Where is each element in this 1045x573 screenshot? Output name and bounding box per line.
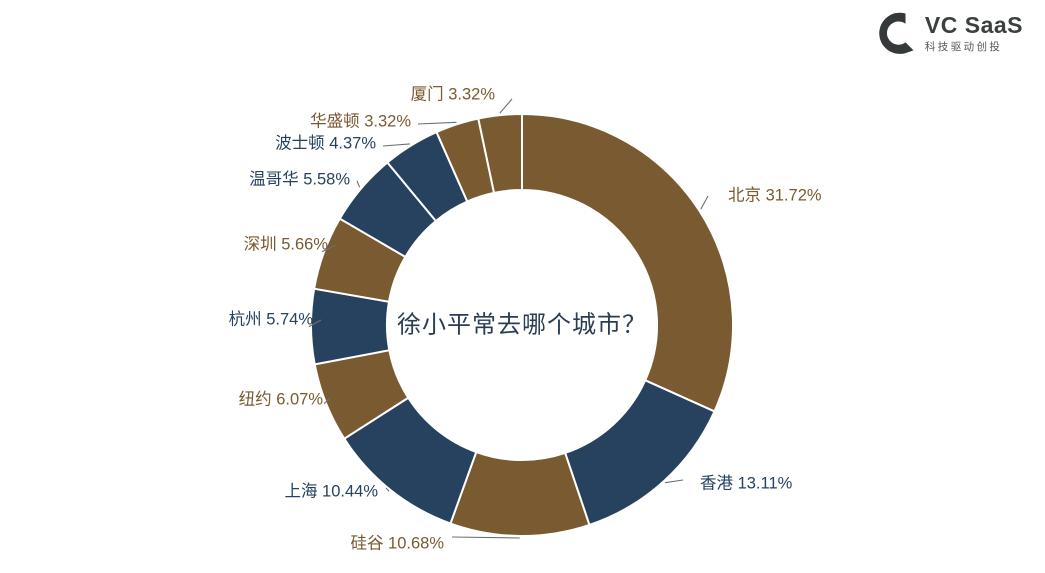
slice-label: 香港 13.11% bbox=[700, 473, 793, 492]
slice-label: 杭州 5.74% bbox=[229, 309, 314, 328]
slice-label: 厦门 3.32% bbox=[411, 84, 496, 103]
slice-label: 华盛顿 3.32% bbox=[310, 111, 411, 130]
brand-title: VC SaaS bbox=[924, 11, 1023, 38]
leader-line bbox=[665, 479, 684, 484]
leader-line bbox=[499, 98, 513, 114]
crescent-c-mark-icon bbox=[879, 12, 914, 54]
donut-leader-lines bbox=[308, 98, 709, 539]
brand-subtitle: 科技驱动创投 bbox=[924, 40, 1003, 53]
slice-label: 温哥华 5.58% bbox=[249, 169, 350, 188]
slice-label: 深圳 5.66% bbox=[244, 234, 329, 253]
donut-slice[interactable] bbox=[521, 112, 734, 413]
leader-line bbox=[323, 397, 331, 405]
slice-label: 波士顿 4.37% bbox=[275, 133, 376, 152]
leader-line bbox=[382, 143, 410, 147]
brand-text-block: VC SaaS 科技驱动创投 bbox=[924, 11, 1023, 53]
leader-line bbox=[417, 121, 457, 125]
leader-line bbox=[385, 487, 390, 492]
slice-label: 硅谷 10.68% bbox=[350, 533, 444, 552]
slice-label: 北京 31.72% bbox=[728, 185, 822, 204]
donut-slices bbox=[310, 112, 734, 537]
brand-logo: VC SaaS 科技驱动创投 bbox=[875, 11, 1023, 55]
leader-line bbox=[308, 319, 322, 328]
leader-line bbox=[321, 244, 337, 253]
leader-line bbox=[356, 180, 361, 188]
leader-line bbox=[700, 195, 709, 210]
slice-label: 纽约 6.07% bbox=[239, 389, 324, 408]
chart-center-title: 徐小平常去哪个城市？ bbox=[397, 312, 647, 339]
donut-labels: 北京 31.72% 香港 13.11% 硅谷 10.68% 上海 10.44% 纽约 6… bbox=[229, 84, 822, 552]
donut-slice[interactable] bbox=[563, 378, 716, 527]
slice-label: 上海 10.44% bbox=[284, 481, 378, 500]
leader-line bbox=[451, 536, 520, 539]
donut-slice[interactable] bbox=[477, 112, 523, 195]
